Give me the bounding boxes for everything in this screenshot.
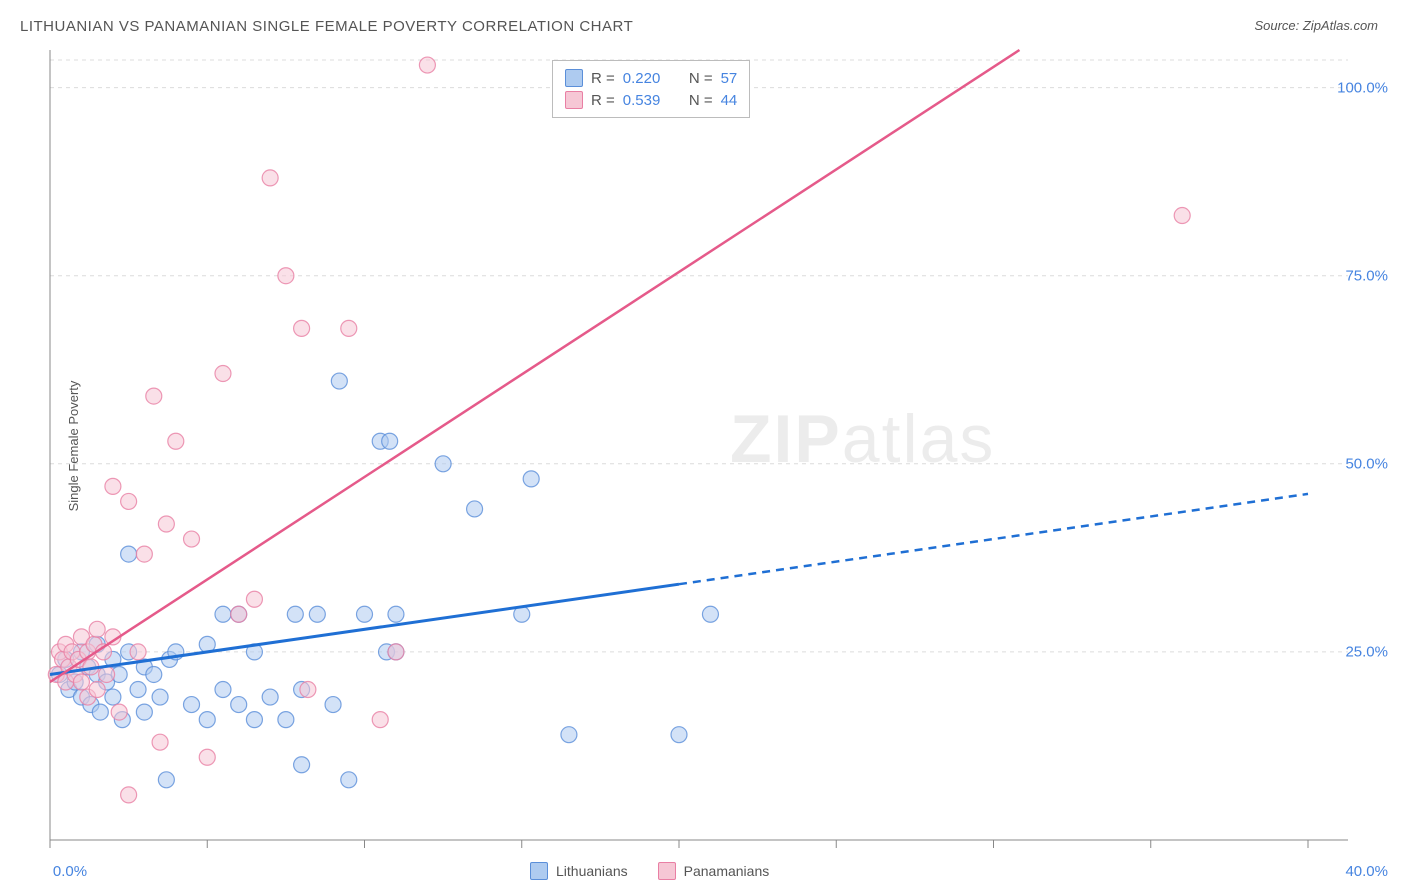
stats-n-value: 57 bbox=[721, 70, 738, 87]
legend-swatch bbox=[658, 862, 676, 880]
y-tick-label: 100.0% bbox=[1337, 79, 1388, 96]
stats-r-value: 0.220 bbox=[623, 70, 661, 87]
stats-swatch bbox=[565, 69, 583, 87]
stats-legend-box: R = 0.220 N = 57R = 0.539 N = 44 bbox=[552, 60, 750, 118]
legend-item: Panamanians bbox=[658, 862, 770, 880]
stats-r-label: R = bbox=[591, 70, 615, 87]
bottom-legend: Lithuanians Panamanians bbox=[530, 862, 769, 880]
stats-r-label: R = bbox=[591, 92, 615, 109]
stats-n-label: N = bbox=[689, 70, 713, 87]
stats-n-label: N = bbox=[689, 92, 713, 109]
x-tick-label: 40.0% bbox=[1345, 863, 1388, 880]
chart-container: LITHUANIAN VS PANAMANIAN SINGLE FEMALE P… bbox=[0, 0, 1406, 892]
y-tick-label: 75.0% bbox=[1345, 267, 1388, 284]
chart-svg bbox=[0, 0, 1406, 892]
legend-label: Lithuanians bbox=[556, 863, 628, 879]
y-tick-label: 25.0% bbox=[1345, 643, 1388, 660]
y-tick-label: 50.0% bbox=[1345, 455, 1388, 472]
stats-row: R = 0.539 N = 44 bbox=[565, 89, 737, 111]
stats-r-value: 0.539 bbox=[623, 92, 661, 109]
x-tick-label: 0.0% bbox=[53, 863, 87, 880]
legend-label: Panamanians bbox=[684, 863, 770, 879]
stats-swatch bbox=[565, 91, 583, 109]
legend-item: Lithuanians bbox=[530, 862, 628, 880]
stats-row: R = 0.220 N = 57 bbox=[565, 67, 737, 89]
stats-n-value: 44 bbox=[721, 92, 738, 109]
legend-swatch bbox=[530, 862, 548, 880]
